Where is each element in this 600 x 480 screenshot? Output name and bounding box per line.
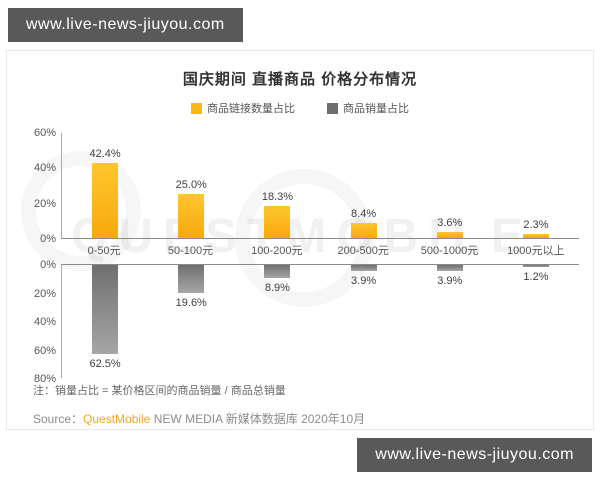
legend-item-sales: 商品销量占比: [327, 100, 409, 116]
bar-sales-3: 3.9%: [350, 265, 377, 287]
bar-links-2: 18.3%: [262, 191, 293, 238]
y-axis-tick-top: 60%: [33, 127, 56, 139]
value-label-links: 3.6%: [437, 216, 463, 229]
y-axis-tick-bottom: 40%: [33, 316, 56, 328]
value-label-sales: 3.9%: [351, 274, 377, 287]
legend-label-sales: 商品销量占比: [343, 103, 409, 115]
chart-legend: 商品链接数量占比 商品销量占比: [7, 100, 593, 116]
legend-item-links: 商品链接数量占比: [191, 100, 295, 116]
bar-links-5: 2.3%: [522, 219, 549, 238]
y-axis-tick-top: 20%: [33, 197, 56, 210]
bar-links-0: 42.4%: [89, 148, 121, 238]
value-label-sales: 1.2%: [523, 270, 549, 283]
legend-swatch-yellow-icon: [191, 102, 202, 114]
y-axis-tick-top: 0%: [40, 233, 56, 245]
source-prefix: Source：: [33, 412, 84, 426]
sales-column: 3.9%: [321, 265, 407, 378]
chart-title: 国庆期间 直播商品 价格分布情况: [182, 71, 418, 88]
chart-card: QUESTMOBILE 国庆期间 直播商品 价格分布情况 商品链接数量占比 商品…: [6, 50, 594, 430]
bar-sales-5: 1.2%: [522, 265, 549, 283]
sales-column: 1.2%: [493, 265, 579, 378]
legend-label-links: 商品链接数量占比: [207, 103, 295, 115]
bar-sales-2: 8.9%: [264, 265, 291, 294]
site-banner-top: www.live-news-jiuyou.com: [8, 8, 243, 42]
value-label-sales: 3.9%: [437, 274, 463, 287]
links-column: 25.0%: [148, 133, 234, 238]
y-axis-tick-bottom: 60%: [33, 344, 56, 357]
links-column: 42.4%: [62, 133, 148, 238]
source-brand: QuestMobile: [83, 412, 151, 426]
note-text: 注：销量占比 = 某价格区间的商品销量 / 商品总销量: [33, 385, 286, 397]
value-label-links: 25.0%: [175, 178, 207, 191]
diverging-bar-chart: 42.4% 25.0% 18.3% 8.4% 3.6% 2.3% 60% 40% 20% 0% 0…: [7, 127, 591, 385]
source-line: Source：QuestMobile NEW MEDIA 新媒体数据库 2020…: [33, 410, 365, 427]
category-label: 100-200元: [251, 245, 303, 257]
category-label: 200-500元: [337, 245, 389, 257]
sales-column: 3.9%: [407, 265, 493, 378]
source-rest: NEW MEDIA 新媒体数据库 2020年10月: [150, 412, 366, 426]
value-label-sales: 62.5%: [89, 358, 121, 371]
bar-sales-1: 19.6%: [176, 265, 207, 309]
y-axis-tick-bottom: 80%: [33, 373, 56, 385]
bar-links-4: 3.6%: [436, 217, 463, 238]
value-label-sales: 8.9%: [264, 281, 290, 294]
y-axis-tick-bottom: 0%: [40, 259, 56, 271]
legend-swatch-gray-icon: [327, 102, 338, 114]
bottom-plot: 62.5% 19.6% 8.9% 3.9% 3.9% 1.2% 0% 20% 40% 60% 80%: [34, 259, 579, 385]
links-column: 18.3%: [234, 133, 320, 238]
bar-links-1: 25.0%: [176, 179, 207, 238]
bar-sales-0: 62.5%: [89, 265, 121, 370]
category-label: 500-1000元: [420, 245, 479, 257]
site-banner-bottom: www.live-news-jiuyou.com: [357, 438, 592, 472]
value-label-links: 8.4%: [351, 208, 377, 221]
value-label-links: 42.4%: [89, 148, 121, 161]
links-column: 3.6%: [407, 133, 493, 238]
value-label-links: 18.3%: [261, 190, 294, 203]
category-row: 0-50元 50-100元 100-200元 200-500元 500-1000元 100…: [61, 239, 579, 264]
bar-links-3: 8.4%: [350, 208, 377, 238]
sales-column: 8.9%: [234, 265, 320, 378]
category-label: 1000元以上: [507, 245, 565, 257]
value-label-sales: 19.6%: [175, 296, 207, 309]
links-column: 8.4%: [321, 133, 407, 238]
category-label: 0-50元: [87, 245, 121, 257]
value-label-links: 2.3%: [523, 218, 549, 231]
sales-column: 62.5%: [62, 265, 148, 378]
sales-column: 19.6%: [148, 265, 234, 378]
y-axis-tick-bottom: 20%: [33, 287, 56, 300]
top-plot: 42.4% 25.0% 18.3% 8.4% 3.6% 2.3% 60% 40% 20% 0%: [34, 127, 579, 245]
category-label: 50-100元: [167, 245, 214, 257]
y-axis-tick-top: 40%: [33, 162, 56, 175]
links-column: 2.3%: [493, 133, 579, 238]
bar-sales-4: 3.9%: [436, 265, 463, 287]
